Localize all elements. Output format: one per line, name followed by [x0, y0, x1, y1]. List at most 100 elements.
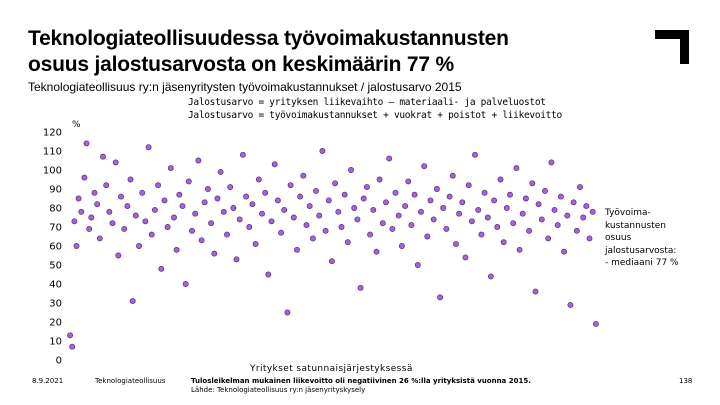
- data-point: [161, 197, 168, 204]
- data-point: [341, 191, 348, 198]
- data-point: [182, 281, 189, 287]
- y-tick-label: 80: [49, 204, 62, 215]
- data-point: [322, 227, 329, 234]
- data-point: [67, 332, 74, 339]
- data-point: [118, 193, 124, 200]
- data-point: [513, 165, 520, 172]
- data-point: [573, 227, 580, 234]
- data-point: [274, 197, 281, 204]
- definition-line-2: Jalostusarvo = työvoimakustannukset + vu…: [188, 110, 562, 121]
- data-point: [427, 197, 434, 204]
- data-point: [392, 189, 399, 196]
- data-point: [227, 184, 234, 191]
- y-tick-label: 90: [49, 185, 62, 196]
- data-point: [344, 239, 351, 246]
- data-point: [155, 182, 162, 189]
- data-point: [109, 220, 116, 227]
- data-point: [411, 191, 418, 198]
- data-point: [522, 195, 529, 202]
- data-point: [577, 184, 583, 191]
- data-point: [151, 206, 158, 213]
- data-point: [239, 151, 246, 158]
- data-point: [370, 206, 377, 213]
- data-point: [171, 214, 177, 221]
- data-point: [379, 220, 386, 227]
- data-point: [325, 197, 332, 204]
- data-point: [189, 227, 195, 234]
- data-point: [589, 208, 596, 215]
- footer-note: Tulosleikelman mukainen liikevoitto oli …: [191, 377, 531, 385]
- data-point: [103, 182, 110, 189]
- data-point: [535, 201, 542, 208]
- data-point: [173, 246, 180, 253]
- data-point: [300, 172, 307, 179]
- data-point: [139, 189, 146, 196]
- data-point: [462, 254, 469, 261]
- data-point: [75, 195, 82, 202]
- data-point: [313, 187, 319, 194]
- data-point: [208, 220, 215, 227]
- data-point: [265, 271, 272, 278]
- data-point: [290, 214, 297, 221]
- data-point: [319, 148, 326, 154]
- data-point: [211, 250, 218, 257]
- median-note-line-2: kustannusten: [605, 220, 666, 231]
- data-point: [586, 235, 593, 242]
- data-point: [484, 214, 491, 221]
- y-tick-label: 0: [56, 356, 62, 367]
- data-point: [243, 193, 250, 200]
- data-point: [145, 144, 152, 151]
- data-point: [100, 153, 106, 160]
- data-point: [271, 161, 278, 168]
- data-point: [179, 203, 186, 210]
- data-point: [494, 224, 501, 230]
- data-point: [437, 294, 444, 301]
- data-point: [475, 206, 482, 213]
- footer-source: Lähde: Teknologiateollisuus ry:n jäsenyr…: [191, 386, 366, 394]
- data-point: [414, 262, 421, 268]
- data-point: [491, 197, 498, 204]
- data-point: [198, 237, 205, 244]
- data-point: [335, 208, 342, 215]
- y-tick-label: 70: [49, 223, 62, 234]
- data-point: [316, 212, 323, 219]
- data-point: [398, 243, 405, 249]
- footer-date: 8.9.2021: [32, 377, 64, 385]
- data-point: [360, 195, 367, 202]
- data-point: [220, 208, 227, 215]
- median-note-line-3: osuus: [605, 233, 632, 243]
- data-point: [217, 168, 224, 175]
- data-point: [348, 167, 354, 173]
- data-point: [81, 174, 88, 181]
- data-point: [430, 216, 437, 223]
- title-line-1: Teknologiateollisuudessa työvoimakustann…: [28, 27, 509, 50]
- data-point: [351, 205, 358, 211]
- data-point: [519, 210, 526, 217]
- data-point: [136, 243, 142, 249]
- y-tick-label: 110: [43, 147, 62, 158]
- data-point: [71, 218, 78, 225]
- data-point: [567, 301, 574, 308]
- data-point: [561, 248, 568, 255]
- data-point: [433, 186, 440, 192]
- data-point: [268, 218, 275, 225]
- data-point: [78, 208, 85, 215]
- data-point: [363, 184, 370, 191]
- data-point: [121, 225, 128, 232]
- data-point: [249, 201, 256, 208]
- data-point: [230, 205, 237, 211]
- data-point: [127, 176, 134, 183]
- data-point: [500, 239, 507, 246]
- data-point: [328, 258, 335, 265]
- data-point: [383, 199, 389, 206]
- data-point: [124, 203, 131, 210]
- data-point: [570, 199, 577, 206]
- data-point: [551, 206, 558, 213]
- data-point: [164, 224, 171, 230]
- data-point: [284, 309, 291, 316]
- median-note: Työvoima- kustannusten osuus jalostusarv…: [605, 207, 715, 270]
- data-point: [580, 214, 587, 221]
- data-point: [443, 225, 450, 232]
- data-point: [456, 210, 463, 217]
